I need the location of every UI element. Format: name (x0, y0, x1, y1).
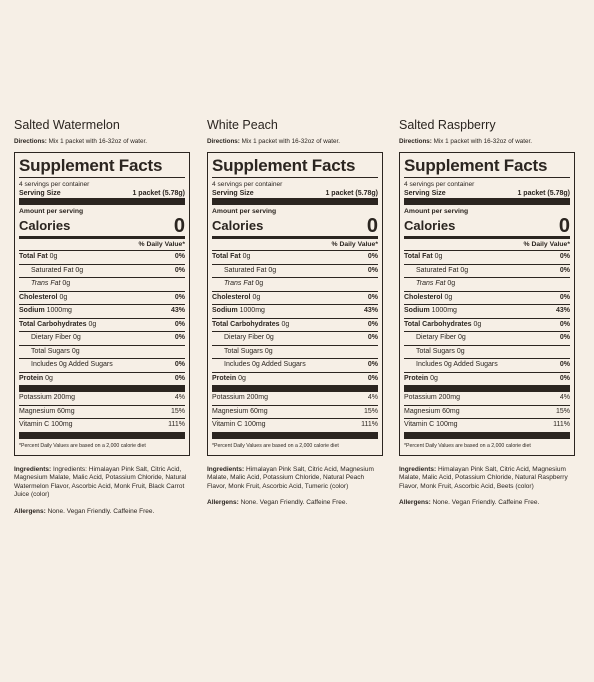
thick-divider (19, 431, 185, 439)
daily-value-header: % Daily Value* (404, 239, 570, 251)
sodium-row: Sodium 1000mg 43% (212, 305, 378, 319)
daily-value-header: % Daily Value* (212, 239, 378, 251)
dietary-fiber-row: Dietary Fiber 0g 0% (404, 332, 570, 346)
thick-divider (19, 385, 185, 392)
mid-divider (212, 236, 378, 239)
footnote: *Percent Daily Values are based on a 2,0… (404, 442, 531, 449)
potassium-row: Potassium 200mg 4% (404, 392, 570, 406)
servings-per-container: 4 servings per container (19, 181, 90, 188)
allergens: Allergens: None. Vegan Friendly. Caffein… (14, 507, 155, 515)
serving-size: Serving Size 1 packet (5.78g) (212, 190, 378, 197)
vitamin-c-row: Vitamin C 100mg 111% (404, 421, 570, 428)
footnote: *Percent Daily Values are based on a 2,0… (212, 442, 339, 449)
panel-title: Supplement Facts (19, 155, 185, 178)
serving-size: Serving Size 1 packet (5.78g) (404, 190, 570, 197)
daily-value-header: % Daily Value* (19, 239, 185, 251)
sodium-row: Sodium 1000mg 43% (19, 305, 185, 319)
added-sugars-row: Includes 0g Added Sugars 0% (19, 359, 185, 373)
thick-divider (404, 431, 570, 439)
thick-divider (212, 385, 378, 392)
calories-row: Calories 0 (19, 215, 185, 237)
protein-row: Protein 0g 0% (212, 374, 378, 382)
cholesterol-row: Cholesterol 0g 0% (19, 292, 185, 305)
total-carbs-row: Total Carbohydrates 0g 0% (212, 319, 378, 332)
thick-divider (404, 385, 570, 392)
ingredients: Ingredients: Himalayan Pink Salt, Citric… (399, 465, 568, 490)
product-column-salted-watermelon: Salted Watermelon Directions: Mix 1 pack… (14, 118, 190, 516)
trans-fat-row: Trans Fat 0g (212, 278, 378, 292)
thick-divider (19, 198, 185, 205)
total-sugars-row: Total Sugars 0g (19, 346, 185, 359)
added-sugars-row: Includes 0g Added Sugars 0% (212, 359, 378, 373)
total-fat-row: Total Fat 0g 0% (404, 251, 570, 265)
supplement-facts-panel: Supplement Facts 4 servings per containe… (207, 152, 383, 456)
added-sugars-row: Includes 0g Added Sugars 0% (404, 359, 570, 373)
vitamin-c-row: Vitamin C 100mg 111% (212, 421, 378, 428)
protein-row: Protein 0g 0% (404, 374, 570, 382)
supplement-facts-panel: Supplement Facts 4 servings per containe… (14, 152, 190, 456)
footnote: *Percent Daily Values are based on a 2,0… (19, 442, 146, 449)
amount-per-serving: Amount per serving (19, 208, 84, 215)
flavor-title: Salted Watermelon (14, 118, 120, 132)
cholesterol-row: Cholesterol 0g 0% (212, 292, 378, 305)
directions: Directions: Mix 1 packet with 16-32oz of… (14, 138, 147, 145)
total-fat-row: Total Fat 0g 0% (212, 251, 378, 265)
total-sugars-row: Total Sugars 0g (404, 346, 570, 359)
supplement-facts-panel: Supplement Facts 4 servings per containe… (399, 152, 575, 456)
saturated-fat-row: Saturated Fat 0g 0% (404, 265, 570, 278)
ingredients: Ingredients: Himalayan Pink Salt, Citric… (207, 465, 374, 490)
cholesterol-row: Cholesterol 0g 0% (404, 292, 570, 305)
thick-divider (212, 198, 378, 205)
mid-divider (404, 236, 570, 239)
magnesium-row: Magnesium 60mg 15% (19, 406, 185, 419)
protein-row: Protein 0g 0% (19, 374, 185, 382)
panel-title: Supplement Facts (404, 155, 570, 178)
magnesium-row: Magnesium 60mg 15% (212, 406, 378, 419)
total-fat-row: Total Fat 0g 0% (19, 251, 185, 265)
calories-row: Calories 0 (212, 215, 378, 237)
sodium-row: Sodium 1000mg 43% (404, 305, 570, 319)
ingredients: Ingredients: Ingredients: Himalayan Pink… (14, 465, 187, 499)
total-carbs-row: Total Carbohydrates 0g 0% (404, 319, 570, 332)
saturated-fat-row: Saturated Fat 0g 0% (19, 265, 185, 278)
product-column-white-peach: White Peach Directions: Mix 1 packet wit… (207, 118, 383, 508)
panel-title: Supplement Facts (212, 155, 378, 178)
directions: Directions: Mix 1 packet with 16-32oz of… (207, 138, 340, 145)
vitamin-c-row: Vitamin C 100mg 111% (19, 421, 185, 428)
total-sugars-row: Total Sugars 0g (212, 346, 378, 359)
dietary-fiber-row: Dietary Fiber 0g 0% (212, 332, 378, 346)
allergens: Allergens: None. Vegan Friendly. Caffein… (399, 499, 540, 506)
amount-per-serving: Amount per serving (404, 208, 469, 215)
serving-size: Serving Size 1 packet (5.78g) (19, 190, 185, 197)
product-column-salted-raspberry: Salted Raspberry Directions: Mix 1 packe… (399, 118, 575, 508)
servings-per-container: 4 servings per container (404, 181, 475, 188)
magnesium-row: Magnesium 60mg 15% (404, 406, 570, 419)
trans-fat-row: Trans Fat 0g (404, 278, 570, 292)
directions: Directions: Mix 1 packet with 16-32oz of… (399, 138, 532, 145)
trans-fat-row: Trans Fat 0g (19, 278, 185, 292)
saturated-fat-row: Saturated Fat 0g 0% (212, 265, 378, 278)
dietary-fiber-row: Dietary Fiber 0g 0% (19, 332, 185, 346)
total-carbs-row: Total Carbohydrates 0g 0% (19, 319, 185, 332)
flavor-title: Salted Raspberry (399, 118, 496, 132)
mid-divider (19, 236, 185, 239)
potassium-row: Potassium 200mg 4% (212, 392, 378, 406)
flavor-title: White Peach (207, 118, 278, 132)
thick-divider (212, 431, 378, 439)
calories-row: Calories 0 (404, 215, 570, 237)
amount-per-serving: Amount per serving (212, 208, 277, 215)
potassium-row: Potassium 200mg 4% (19, 392, 185, 406)
servings-per-container: 4 servings per container (212, 181, 283, 188)
thick-divider (404, 198, 570, 205)
allergens: Allergens: None. Vegan Friendly. Caffein… (207, 499, 348, 506)
